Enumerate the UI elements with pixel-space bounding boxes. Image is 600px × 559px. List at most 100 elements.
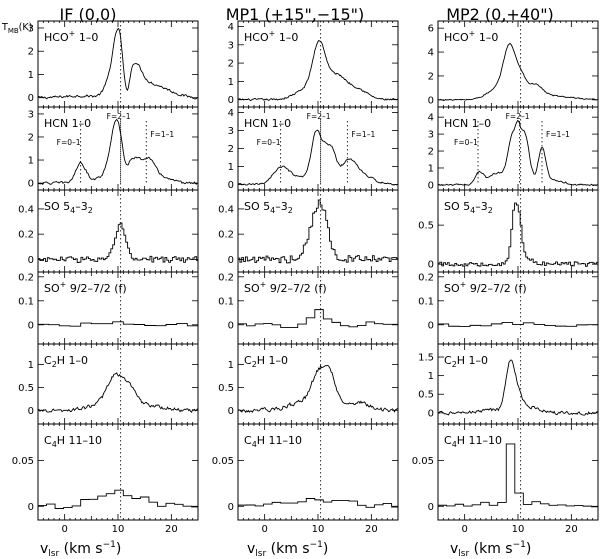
panel-0-0: 0 1 2 3 HCO+ 1–0 xyxy=(28,20,199,108)
y-tick-label: 0.5 xyxy=(18,383,34,394)
spectrum-group xyxy=(438,202,598,267)
x-tick-label: 0 xyxy=(61,524,67,535)
x-tick-label: 20 xyxy=(565,524,578,535)
row-label-2: SO 54–32 xyxy=(444,200,493,215)
spectrum-line xyxy=(438,359,598,416)
row-label-1: HCN 1–0 xyxy=(244,117,291,130)
spectrum-line xyxy=(38,372,198,413)
x-tick-label: 0 xyxy=(261,524,267,535)
row-label-0: HCO+ 1–0 xyxy=(444,29,498,44)
column-title-if: IF (0,0) xyxy=(60,5,117,24)
y-tick-label: 0.1 xyxy=(218,296,234,307)
y-tick-label: 0 xyxy=(28,179,34,190)
y-tick-label: 0 xyxy=(28,502,34,513)
panel-0-3: 0 0.1 0.2 SO+ 9/2–7/2 (f) xyxy=(18,271,199,345)
y-tick-label: 3 xyxy=(28,109,34,120)
y-tick-label: 0 xyxy=(428,408,434,419)
x-tick-label: 10 xyxy=(512,524,525,535)
x-tick-label: 20 xyxy=(165,524,178,535)
spectrum-group xyxy=(238,498,398,508)
panel-1-4: 0 0.5 1 C2H 1–0 xyxy=(218,343,399,425)
panel-2-5: 0 10 20 0 0.05 C4H 11–10 xyxy=(412,423,599,535)
row-label-2: SO 54–32 xyxy=(244,200,293,215)
y-tick-label: 3 xyxy=(28,23,34,34)
spectrum-group xyxy=(38,489,198,509)
y-tick-label: 0.5 xyxy=(418,390,434,401)
spectrum-line xyxy=(38,118,198,185)
row-label-5: C4H 11–10 xyxy=(44,434,102,449)
y-tick-label: 0.2 xyxy=(18,230,34,241)
y-tick-label: 0 xyxy=(28,406,34,417)
x-tick-label: 0 xyxy=(461,524,467,535)
x-tick-label: 10 xyxy=(312,524,325,535)
hyperfine-label-f-01: F=0–1 xyxy=(257,138,281,147)
y-tick-label: 3 xyxy=(228,40,234,51)
panel-2-1: 0 1 2 3 4 F=0–1 F=2–1 F=1–1 HCN 1–0 xyxy=(428,106,599,191)
spectrum-line xyxy=(38,489,198,509)
y-tick-label: 0 xyxy=(228,255,234,266)
y-tick-label: 0 xyxy=(428,260,434,271)
y-tick-label: 1 xyxy=(228,77,234,88)
panel-2-3: 0 0.1 0.2 SO+ 9/2–7/2 (f) xyxy=(418,271,599,345)
y-tick-label: 2 xyxy=(428,147,434,158)
y-tick-label: 1 xyxy=(428,371,434,382)
row-label-5: C4H 11–10 xyxy=(244,434,302,449)
y-tick-label: 4 xyxy=(228,108,234,119)
hyperfine-label-f-11: F=1–1 xyxy=(351,130,375,139)
hyperfine-label-f-11: F=1–1 xyxy=(546,130,570,139)
hyperfine-label-f-01: F=0–1 xyxy=(57,138,81,147)
x-axis-label-col1: vlsr (km s−1) xyxy=(40,540,121,559)
y-tick-label: 0.05 xyxy=(12,456,34,467)
x-axis-label-col2: vlsr (km s−1) xyxy=(247,540,328,559)
spectrum-line xyxy=(238,39,398,102)
spectrum-line xyxy=(438,202,598,267)
y-tick-label: 2 xyxy=(428,71,434,82)
row-label-1: HCN 1–0 xyxy=(44,117,91,130)
y-tick-label: 0 xyxy=(28,320,34,331)
y-tick-label: 2 xyxy=(228,59,234,70)
panel-0-1: 0 1 2 3 F=0–1 F=2–1 F=1–1 HCN 1–0 xyxy=(28,106,199,191)
y-tick-label: 0.2 xyxy=(418,272,434,283)
spectrum-line xyxy=(38,222,198,263)
y-tick-label: 0.1 xyxy=(18,296,34,307)
y-tick-label: 0.1 xyxy=(418,296,434,307)
y-tick-label: 3 xyxy=(228,126,234,137)
spectrum-line xyxy=(238,309,398,329)
y-tick-label: 0.05 xyxy=(412,456,434,467)
y-tick-label: 4 xyxy=(228,22,234,33)
hyperfine-label-f-01: F=0–1 xyxy=(454,138,478,147)
y-tick-label: 2 xyxy=(228,144,234,155)
panel-1-2: 0 0.2 0.4 SO 54–32 xyxy=(218,189,399,273)
y-tick-label: 0 xyxy=(228,180,234,191)
panel-2-4: 0 0.5 1 1.5 C2H 1–0 xyxy=(418,343,599,425)
panel-0-2: 0 0.2 0.4 SO 54–32 xyxy=(18,189,199,273)
spectrum-line xyxy=(238,199,398,264)
spectrum-line xyxy=(38,27,198,100)
y-tick-label: 0 xyxy=(228,95,234,106)
hyperfine-label-f-21: F=2–1 xyxy=(506,112,530,121)
spectrum-group xyxy=(238,199,398,264)
y-tick-label: 2 xyxy=(28,132,34,143)
y-tick-label: 4 xyxy=(428,48,434,59)
row-label-0: HCO+ 1–0 xyxy=(244,29,298,44)
spectrum-group xyxy=(38,372,198,413)
spectrum-line xyxy=(438,119,598,187)
y-tick-label: 0 xyxy=(428,95,434,106)
spectrum-group xyxy=(238,39,398,102)
y-tick-label: 0.4 xyxy=(18,204,34,215)
panel-2-0: 0 2 4 6 HCO+ 1–0 xyxy=(428,20,599,108)
spectrum-group xyxy=(38,222,198,263)
hyperfine-label-f-21: F=2–1 xyxy=(107,112,131,121)
panel-0-5: 0 10 20 0 0.05 C4H 11–10 xyxy=(12,423,199,535)
spectrum-group xyxy=(438,443,598,508)
row-label-0: HCO+ 1–0 xyxy=(44,29,98,44)
row-label-2: SO 54–32 xyxy=(44,200,93,215)
y-tick-label: 2 xyxy=(28,47,34,58)
y-tick-label: 1 xyxy=(228,162,234,173)
y-tick-label: 1 xyxy=(428,163,434,174)
spectrum-group xyxy=(238,129,398,186)
y-tick-label: 1.5 xyxy=(418,353,434,364)
y-tick-label: 0.05 xyxy=(212,456,234,467)
y-tick-label: 0 xyxy=(228,502,234,513)
